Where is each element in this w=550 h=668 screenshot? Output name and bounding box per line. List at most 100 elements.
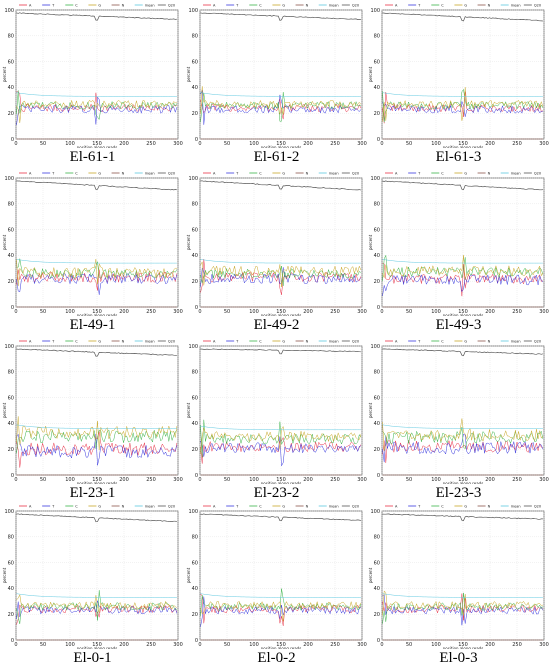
y-axis-label: percent (368, 234, 373, 250)
legend-label-a: A (395, 504, 398, 508)
x-tick-label: 300 (173, 309, 183, 315)
x-axis-label: position along reads (261, 646, 302, 649)
legend-label-g: G (98, 3, 101, 7)
x-tick-label: 0 (380, 477, 383, 483)
legend-label-t: T (51, 504, 55, 508)
x-tick-label: 300 (539, 477, 549, 483)
y-tick-label: 80 (374, 202, 380, 208)
series-line-mean (200, 425, 361, 431)
x-tick-label: 250 (512, 309, 522, 315)
y-tick-label: 0 (195, 137, 198, 143)
x-tick-label: 50 (224, 642, 230, 648)
x-tick-label: 50 (40, 642, 46, 648)
x-tick-label: 250 (330, 642, 340, 648)
x-tick-label: 150 (458, 477, 468, 483)
series-line-c (382, 88, 544, 123)
legend-label-q20: Q20 (352, 504, 359, 508)
legend-label-c: C (441, 3, 444, 7)
x-axis-label: position along reads (77, 145, 118, 148)
panel-el-23-1: 0 20 40 60 80 100 0 50 100 150 200 250 300 position a… (2, 336, 183, 503)
y-tick-label: 40 (374, 85, 380, 91)
x-tick-label: 50 (406, 642, 412, 648)
y-axis-label: percent (368, 66, 373, 82)
y-tick-label: 60 (8, 395, 14, 401)
series-line-q20 (382, 513, 543, 521)
legend-label-g: G (98, 171, 101, 175)
series-line-c (382, 592, 544, 624)
y-tick-label: 0 (377, 305, 380, 311)
legend-label-g: G (464, 3, 467, 7)
y-tick-label: 0 (11, 638, 14, 644)
y-tick-label: 0 (377, 638, 380, 644)
chart-el-23-1: 0 20 40 60 80 100 0 50 100 150 200 250 300 position a… (2, 339, 183, 484)
caption-el-61-2: El-61-2 (253, 149, 300, 165)
series-line-t (16, 433, 178, 466)
legend-label-mean: mean (329, 339, 339, 343)
x-tick-label: 0 (380, 642, 383, 648)
panel-el-61-3: 0 20 40 60 80 100 0 50 100 150 200 250 300 position a… (368, 0, 549, 167)
y-tick-label: 60 (192, 227, 198, 233)
legend-label-c: C (441, 504, 444, 508)
y-tick-label: 80 (192, 370, 198, 376)
y-tick-label: 80 (192, 535, 198, 541)
y-axis-label: percent (2, 234, 7, 250)
panel-el-49-1: 0 20 40 60 80 100 0 50 100 150 200 250 300 position a… (2, 168, 183, 335)
x-tick-label: 300 (539, 309, 549, 315)
y-tick-label: 80 (374, 535, 380, 541)
legend-label-a: A (395, 3, 398, 7)
legend-label-n: N (488, 3, 491, 7)
x-tick-label: 50 (40, 141, 46, 147)
caption-el-49-1: El-49-1 (69, 317, 116, 333)
series-line-g (16, 593, 178, 613)
series-line-g (200, 260, 362, 288)
series-line-g (200, 86, 362, 115)
x-tick-label: 150 (276, 141, 286, 147)
x-tick-label: 100 (431, 309, 441, 315)
y-axis-label: percent (2, 66, 7, 82)
series-line-mean (382, 593, 543, 598)
y-tick-label: 20 (8, 612, 14, 618)
y-tick-label: 100 (4, 8, 14, 14)
x-tick-label: 0 (14, 477, 17, 483)
y-tick-label: 60 (8, 59, 14, 65)
y-tick-label: 100 (4, 509, 14, 515)
legend-label-c: C (75, 504, 78, 508)
x-tick-label: 150 (92, 309, 102, 315)
x-tick-label: 100 (249, 309, 259, 315)
y-tick-label: 0 (11, 137, 14, 143)
y-tick-label: 100 (370, 344, 380, 350)
series-line-q20 (200, 513, 362, 522)
legend-label-t: T (417, 504, 421, 508)
x-tick-label: 100 (249, 141, 259, 147)
x-tick-label: 100 (431, 141, 441, 147)
x-tick-label: 250 (512, 477, 522, 483)
legend-label-n: N (488, 504, 491, 508)
series-line-t (16, 273, 178, 295)
y-tick-label: 0 (11, 473, 14, 479)
legend-label-t: T (417, 171, 421, 175)
series-line-mean (16, 424, 177, 429)
legend-label-t: T (235, 339, 239, 343)
legend-label-n: N (122, 3, 125, 7)
legend-label-g: G (98, 339, 101, 343)
x-tick-label: 200 (119, 642, 129, 648)
series-line-a (382, 91, 544, 124)
legend-label-t: T (417, 3, 421, 7)
y-axis-label: percent (186, 567, 191, 583)
series-line-c (200, 91, 361, 123)
x-tick-label: 100 (431, 477, 441, 483)
x-tick-label: 50 (406, 309, 412, 315)
series-line-q20 (16, 12, 177, 21)
x-tick-label: 250 (330, 309, 340, 315)
legend-label-g: G (464, 339, 467, 343)
caption-el-23-3: El-23-3 (435, 485, 482, 501)
y-tick-label: 60 (374, 59, 380, 65)
series-line-t (382, 100, 544, 117)
x-tick-label: 50 (224, 309, 230, 315)
y-tick-label: 0 (11, 305, 14, 311)
y-tick-label: 0 (377, 473, 380, 479)
x-tick-label: 100 (249, 642, 259, 648)
caption-el-0-2: El-0-2 (257, 650, 296, 666)
legend-label-n: N (122, 504, 125, 508)
x-tick-label: 150 (276, 642, 286, 648)
